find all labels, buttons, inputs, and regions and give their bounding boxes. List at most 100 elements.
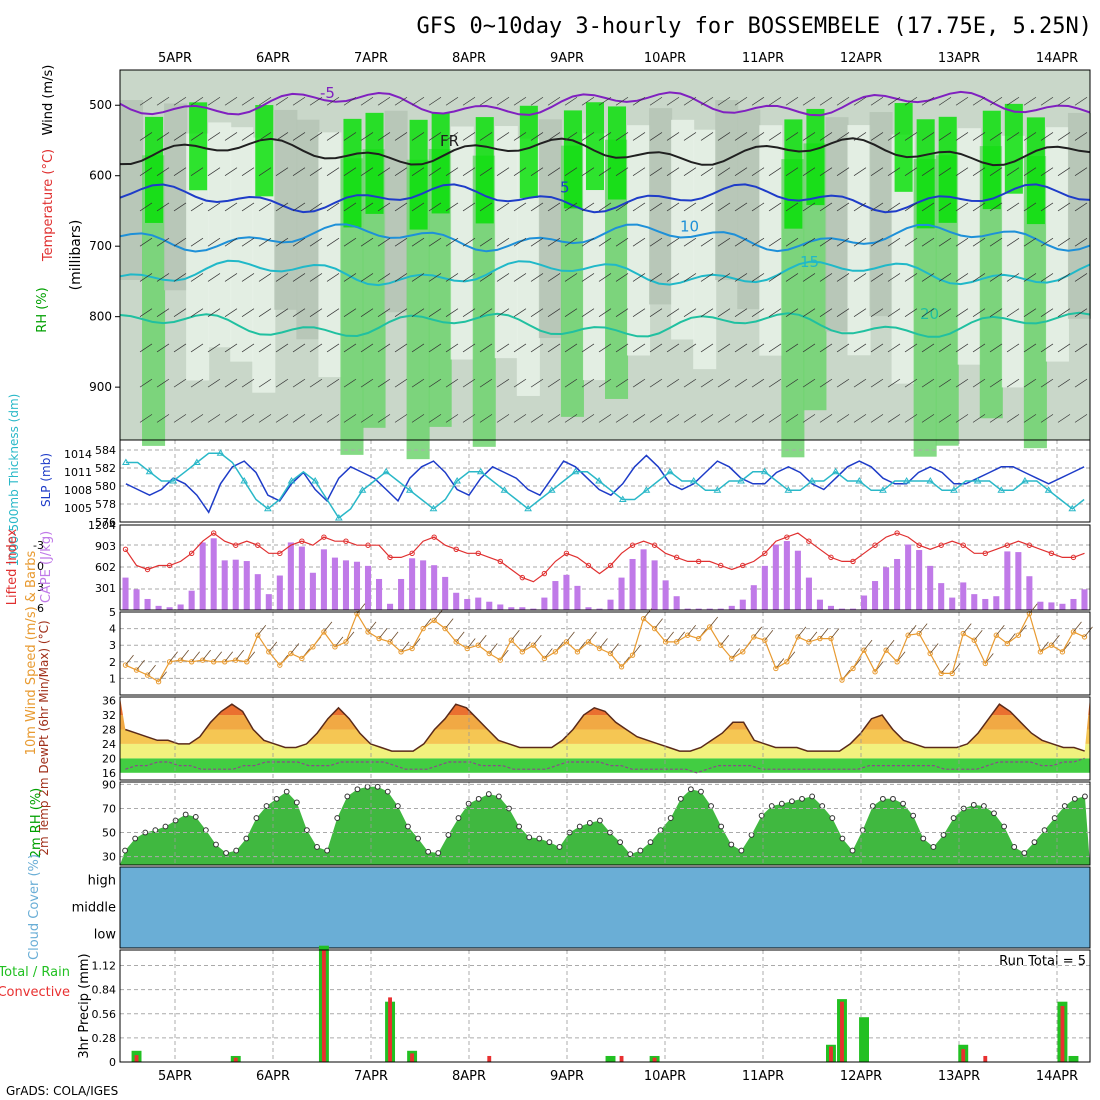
slp-tick-label: 1014 <box>64 448 92 461</box>
wind-tick-label: 1 <box>109 672 116 685</box>
upper-wind-barb <box>530 308 544 317</box>
upper-wind-barb <box>190 202 204 212</box>
surface-wind-barb <box>830 628 840 639</box>
surface-wind-barb <box>984 653 994 664</box>
upper-wind-barb <box>683 237 697 247</box>
rh2m-marker <box>617 839 624 846</box>
upper-wind-barb <box>802 202 816 212</box>
upper-wind-barb <box>513 132 527 141</box>
cloud-cover-cell <box>940 894 952 921</box>
upper-wind-barb <box>445 237 459 247</box>
upper-wind-barb <box>887 343 901 353</box>
cloud-cover-cell <box>162 867 174 894</box>
rh-column <box>847 125 871 356</box>
cape-bar <box>728 605 735 610</box>
upper-wind-barb <box>156 132 170 141</box>
upper-wind-barb <box>870 273 884 282</box>
upper-wind-barb <box>411 308 425 317</box>
cloud-cover-cell <box>855 921 867 948</box>
upper-wind-barb <box>632 237 646 247</box>
rh2m-marker <box>182 811 189 818</box>
lifted-index-marker <box>784 534 790 540</box>
rh2m-marker <box>304 827 310 834</box>
upper-wind-barb <box>309 273 323 282</box>
upper-wind-barb <box>428 343 442 353</box>
upper-wind-barb <box>598 378 612 388</box>
upper-wind-barb <box>734 343 748 353</box>
upper-wind-barb <box>207 132 221 141</box>
upper-wind-barb <box>768 132 782 141</box>
upper-wind-barb <box>751 378 765 388</box>
rh2m-marker <box>263 803 270 809</box>
upper-wind-barb <box>547 96 561 106</box>
cloud-cover-cell <box>876 867 888 894</box>
upper-wind-barb <box>1057 237 1071 247</box>
upper-wind-barb <box>734 237 748 247</box>
cloud-cover-cell <box>482 894 494 921</box>
upper-wind-barb <box>360 414 374 423</box>
rh2m-marker <box>1041 827 1048 834</box>
cape-tick-label: 1204 <box>88 519 116 532</box>
upper-wind-barb <box>717 273 731 282</box>
cape-bar <box>519 607 526 610</box>
cloud-cover-cell <box>141 867 153 894</box>
isotherm-label: FR <box>440 132 459 150</box>
cloud-cover-cell <box>684 867 697 894</box>
upper-wind-barb <box>1074 132 1088 141</box>
upper-wind-barb <box>717 96 731 106</box>
day-label-bottom: 9APR <box>550 1069 584 1084</box>
cape-bar <box>1070 598 1077 610</box>
upper-wind-barb <box>275 273 289 282</box>
wind-axis-label: 10m Wind Speed (m/s) & Barbs <box>24 550 39 755</box>
cloud-cover-cell <box>919 867 931 894</box>
upper-wind-barb <box>632 132 646 141</box>
upper-wind-barb <box>496 167 510 177</box>
rh2m-marker <box>334 815 341 821</box>
upper-wind-barb <box>1023 308 1037 317</box>
rh2m-marker <box>627 851 634 858</box>
upper-wind-barb <box>275 414 289 423</box>
upper-wind-barb <box>411 378 425 388</box>
cloud-cover-cell <box>493 921 505 948</box>
cloud-cover-cell <box>237 867 249 894</box>
rh2m-marker <box>465 800 472 807</box>
surface-wind-barb <box>510 629 520 641</box>
upper-wind-barb <box>1006 273 1020 282</box>
cape-bar <box>596 608 603 610</box>
upper-wind-barb <box>496 96 510 106</box>
temp-tick-label: 36 <box>102 695 116 708</box>
upper-wind-barb <box>428 414 442 423</box>
lifted-index-marker <box>188 550 195 557</box>
cloud-cover-cell <box>1004 921 1016 948</box>
cloud-cover-cell <box>951 921 963 948</box>
upper-wind-barb <box>343 202 357 212</box>
cloud-cover-cell <box>333 867 345 894</box>
upper-wind-barb <box>870 414 884 423</box>
upper-wind-barb <box>564 202 578 212</box>
rh-column <box>979 146 1003 419</box>
lifted-index-marker <box>321 534 327 540</box>
upper-wind-barb <box>309 414 323 423</box>
cloud-cover-cell <box>482 921 494 948</box>
upper-wind-barb <box>700 308 714 317</box>
upper-wind-barb <box>870 308 884 317</box>
upper-wind-barb <box>938 96 952 106</box>
cloud-cover-cell <box>439 921 451 948</box>
rh-saturated-column <box>563 110 582 209</box>
upper-wind-barb <box>258 167 272 177</box>
cloud-cover-cell <box>535 921 547 948</box>
rh2m-marker <box>485 791 492 797</box>
upper-wind-barb <box>717 237 731 247</box>
cloud-cover-cell <box>194 867 206 894</box>
rh2m-marker <box>1031 839 1038 846</box>
upper-wind-barb <box>207 414 221 423</box>
upper-wind-barb <box>751 414 765 423</box>
cloud-cover-cell <box>972 894 984 921</box>
upper-wind-barb <box>700 167 714 177</box>
cape-bar <box>684 608 691 610</box>
upper-wind-barb <box>955 273 969 282</box>
cloud-cover-cell <box>674 894 686 921</box>
day-label-top: 14APR <box>1036 51 1078 66</box>
upper-wind-barb <box>207 273 221 282</box>
upper-wind-barb <box>870 378 884 388</box>
